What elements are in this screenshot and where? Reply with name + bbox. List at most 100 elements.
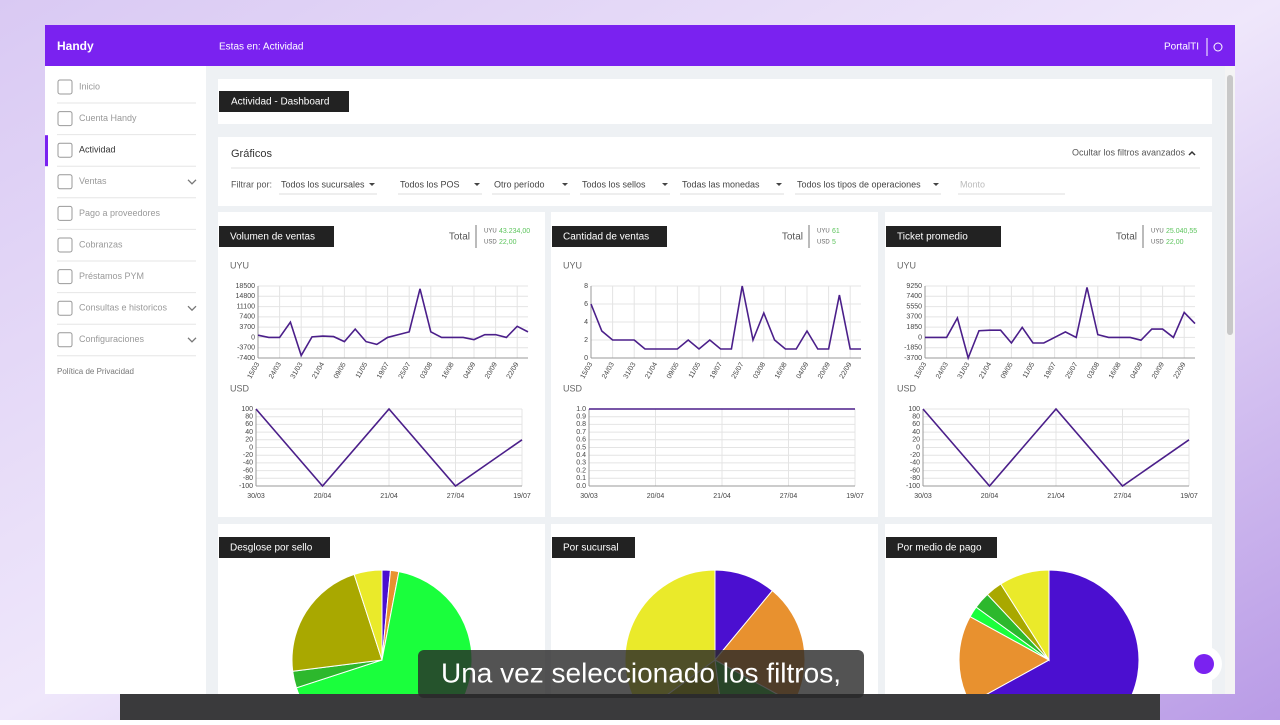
- menu-item[interactable]: Configuraciones: [79, 334, 145, 344]
- y-tick-label: 20: [245, 437, 253, 444]
- user-menu[interactable]: PortalTI: [1164, 42, 1199, 53]
- x-tick-label: 27/04: [1114, 493, 1132, 500]
- y-tick-label: 40: [912, 429, 920, 436]
- pie-slice: [1000, 569, 1050, 662]
- menu-item[interactable]: Consultas e historicos: [79, 303, 168, 313]
- caption: Una vez seleccionado los filtros,: [441, 657, 841, 688]
- y-tick-label: 80: [245, 414, 253, 421]
- y-tick-label: -80: [243, 475, 253, 482]
- dashboard-title: Actividad - Dashboard: [231, 97, 329, 108]
- x-tick-label: 19/07: [513, 493, 531, 500]
- y-tick-label: 11100: [237, 303, 256, 310]
- y-tick-label: 3700: [906, 314, 922, 321]
- menu-item[interactable]: Actividad: [79, 145, 116, 155]
- chevron-up: [1188, 150, 1196, 156]
- menu-icon: [57, 79, 73, 95]
- series-line: [255, 407, 523, 488]
- menu-icon: [57, 174, 73, 190]
- amount-input[interactable]: Monto: [960, 179, 985, 189]
- axis-label: UYU: [897, 260, 916, 270]
- filter-dropdown[interactable]: Todos los tipos de operaciones: [797, 179, 921, 189]
- total-amount: 61: [832, 228, 840, 235]
- total-currency: USD: [484, 240, 497, 246]
- sidebar: [45, 66, 206, 694]
- y-tick-label: 0.5: [576, 444, 586, 451]
- caret: [776, 183, 782, 186]
- y-tick-label: 0.4: [576, 452, 586, 459]
- power-icon[interactable]: [1213, 42, 1223, 52]
- filter-dropdown[interactable]: Todos los sucursales: [281, 179, 365, 189]
- axis-label: USD: [897, 383, 917, 393]
- filters-panel: [218, 137, 1212, 206]
- menu-icon: [57, 205, 73, 221]
- x-tick-label: 21/04: [713, 493, 731, 500]
- menu-item[interactable]: Ventas: [79, 176, 107, 186]
- y-tick-label: -100: [239, 483, 253, 490]
- menu-icon: [57, 237, 73, 253]
- y-tick-label: 8: [584, 283, 588, 290]
- chart-panel: [885, 212, 1212, 517]
- y-tick-label: 0.7: [576, 429, 586, 436]
- y-tick-label: -20: [910, 452, 920, 459]
- y-tick-label: 100: [241, 406, 253, 413]
- x-tick-label: 30/03: [580, 493, 598, 500]
- caret: [369, 183, 375, 186]
- y-tick-label: -60: [243, 467, 253, 474]
- x-tick-label: 30/03: [914, 493, 932, 500]
- filter-dropdown[interactable]: Todas las monedas: [682, 179, 760, 189]
- total-amount: 22,00: [1166, 239, 1184, 246]
- y-tick-label: 20: [912, 437, 920, 444]
- label-box: [552, 226, 667, 247]
- y-tick-label: 9250: [906, 283, 922, 290]
- menu-icon: [57, 332, 73, 348]
- chevron: [187, 305, 197, 312]
- label-box: [886, 226, 1001, 247]
- y-tick-label: 80: [912, 414, 920, 421]
- panel-title: Ticket promedio: [897, 232, 968, 243]
- y-tick-label: 0.8: [576, 421, 586, 428]
- label-box: [219, 226, 334, 247]
- menu-item[interactable]: Pago a proveedores: [79, 208, 161, 218]
- y-tick-label: -20: [243, 452, 253, 459]
- menu-item[interactable]: Cobranzas: [79, 239, 123, 249]
- y-tick-label: -80: [910, 475, 920, 482]
- filters-toggle[interactable]: Ocultar los filtros avanzados: [1072, 147, 1186, 157]
- pie-slice: [353, 569, 383, 661]
- filter-dropdown[interactable]: Todos los sellos: [582, 179, 646, 189]
- total-amount: 25.040,55: [1166, 228, 1197, 235]
- series-line: [925, 287, 1196, 361]
- header: [45, 25, 1235, 66]
- pie-slice: [291, 573, 383, 672]
- y-tick-label: 0: [916, 444, 920, 451]
- y-tick-label: 0.3: [576, 460, 586, 467]
- x-tick-label: 30/03: [247, 493, 265, 500]
- total-amount: 5: [832, 239, 836, 246]
- y-tick-label: 0.6: [576, 437, 586, 444]
- chart-panel: [218, 212, 545, 517]
- filter-dropdown[interactable]: Otro período: [494, 179, 545, 189]
- menu-item[interactable]: Préstamos PYM: [79, 271, 144, 281]
- y-tick-label: -7400: [237, 355, 255, 362]
- y-tick-label: 0: [584, 355, 588, 362]
- scroll-thumb[interactable]: [1227, 75, 1233, 335]
- y-tick-label: 5550: [906, 303, 922, 310]
- menu-item[interactable]: Cuenta Handy: [79, 113, 137, 123]
- panel: [218, 79, 1212, 124]
- total-currency: UYU: [817, 229, 830, 235]
- label-box: [219, 91, 349, 112]
- caret: [474, 183, 480, 186]
- panel-title: Desglose por sello: [230, 543, 313, 554]
- y-tick-label: 0: [918, 334, 922, 341]
- y-tick-label: 4: [584, 319, 588, 326]
- y-tick-label: 0: [249, 444, 253, 451]
- y-tick-label: 0: [251, 334, 255, 341]
- menu-item[interactable]: Inicio: [79, 81, 100, 91]
- brand: Handy: [57, 39, 94, 53]
- y-tick-label: 0.1: [576, 475, 586, 482]
- privacy-link[interactable]: Política de Privacidad: [57, 367, 134, 376]
- y-tick-label: 0.2: [576, 467, 586, 474]
- y-tick-label: -60: [910, 467, 920, 474]
- y-tick-label: -40: [910, 460, 920, 467]
- filter-dropdown[interactable]: Todos los POS: [400, 179, 460, 189]
